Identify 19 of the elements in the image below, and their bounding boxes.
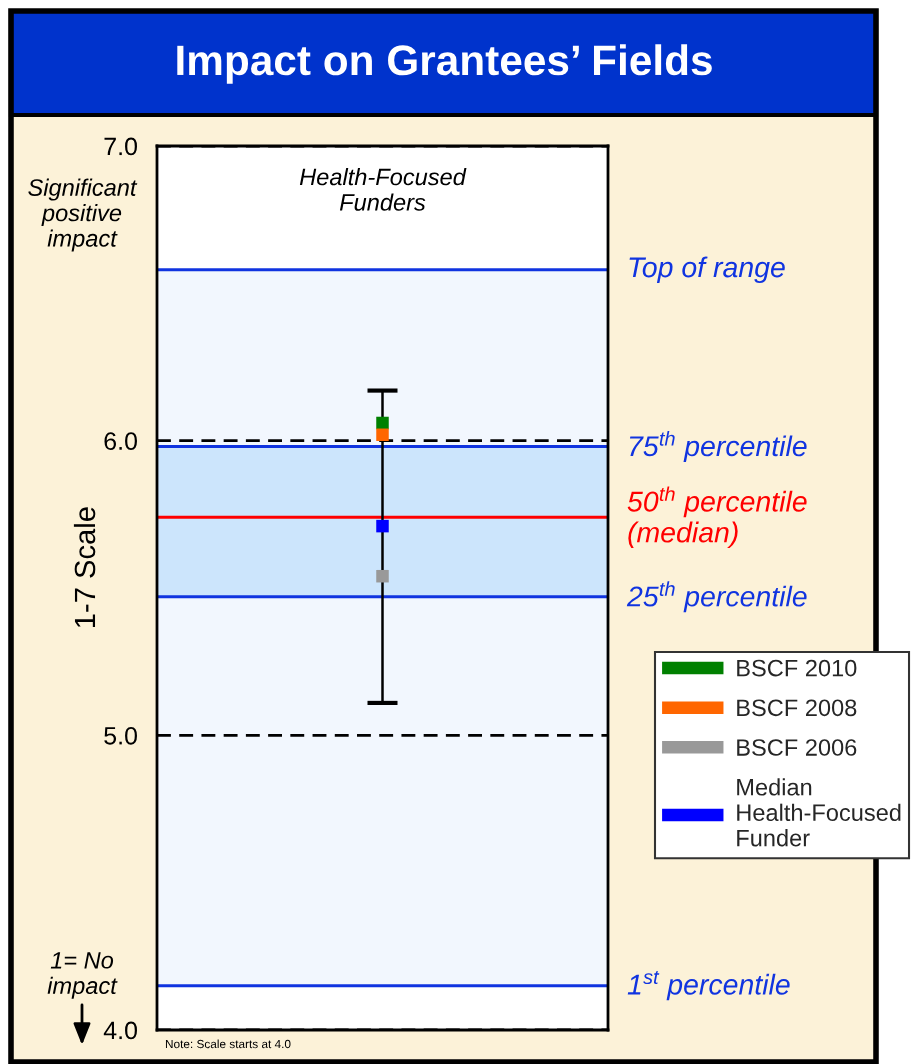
y-tick-label: 7.0 [104,137,137,156]
ref-line-label: Top of range [629,256,785,284]
text: Significant positive impact [28,178,138,252]
chart-title: Impact on Grantees’ Fields [177,44,712,84]
legend-label: BSCF 2010 [737,659,857,677]
legend-label: Median Health-Focused Funder [737,778,901,847]
y-axis-title: 1-7 Scale [73,507,96,628]
ref-line-label: 1$^{st}$ percentile [627,970,790,1001]
ref-line-label: 50$^{th}$ percentile (median) [627,486,807,549]
ref-line-label: 25$^{th}$ percentile [626,581,807,613]
legend-label: BSCF 2006 [737,739,857,756]
y-tick-label: 4.0 [103,1021,137,1040]
ref-line-label: 75$^{th}$ percentile [629,431,807,462]
x-tick-label: Health-Focused Funders [299,168,467,211]
y-tick-label: 6.0 [104,432,137,450]
text: 1= No impact [47,952,118,999]
y-tick-label: 5.0 [104,726,137,745]
legend-label: BSCF 2008 [737,699,857,717]
text: Note: Scale starts at 4.0 [165,1039,291,1049]
